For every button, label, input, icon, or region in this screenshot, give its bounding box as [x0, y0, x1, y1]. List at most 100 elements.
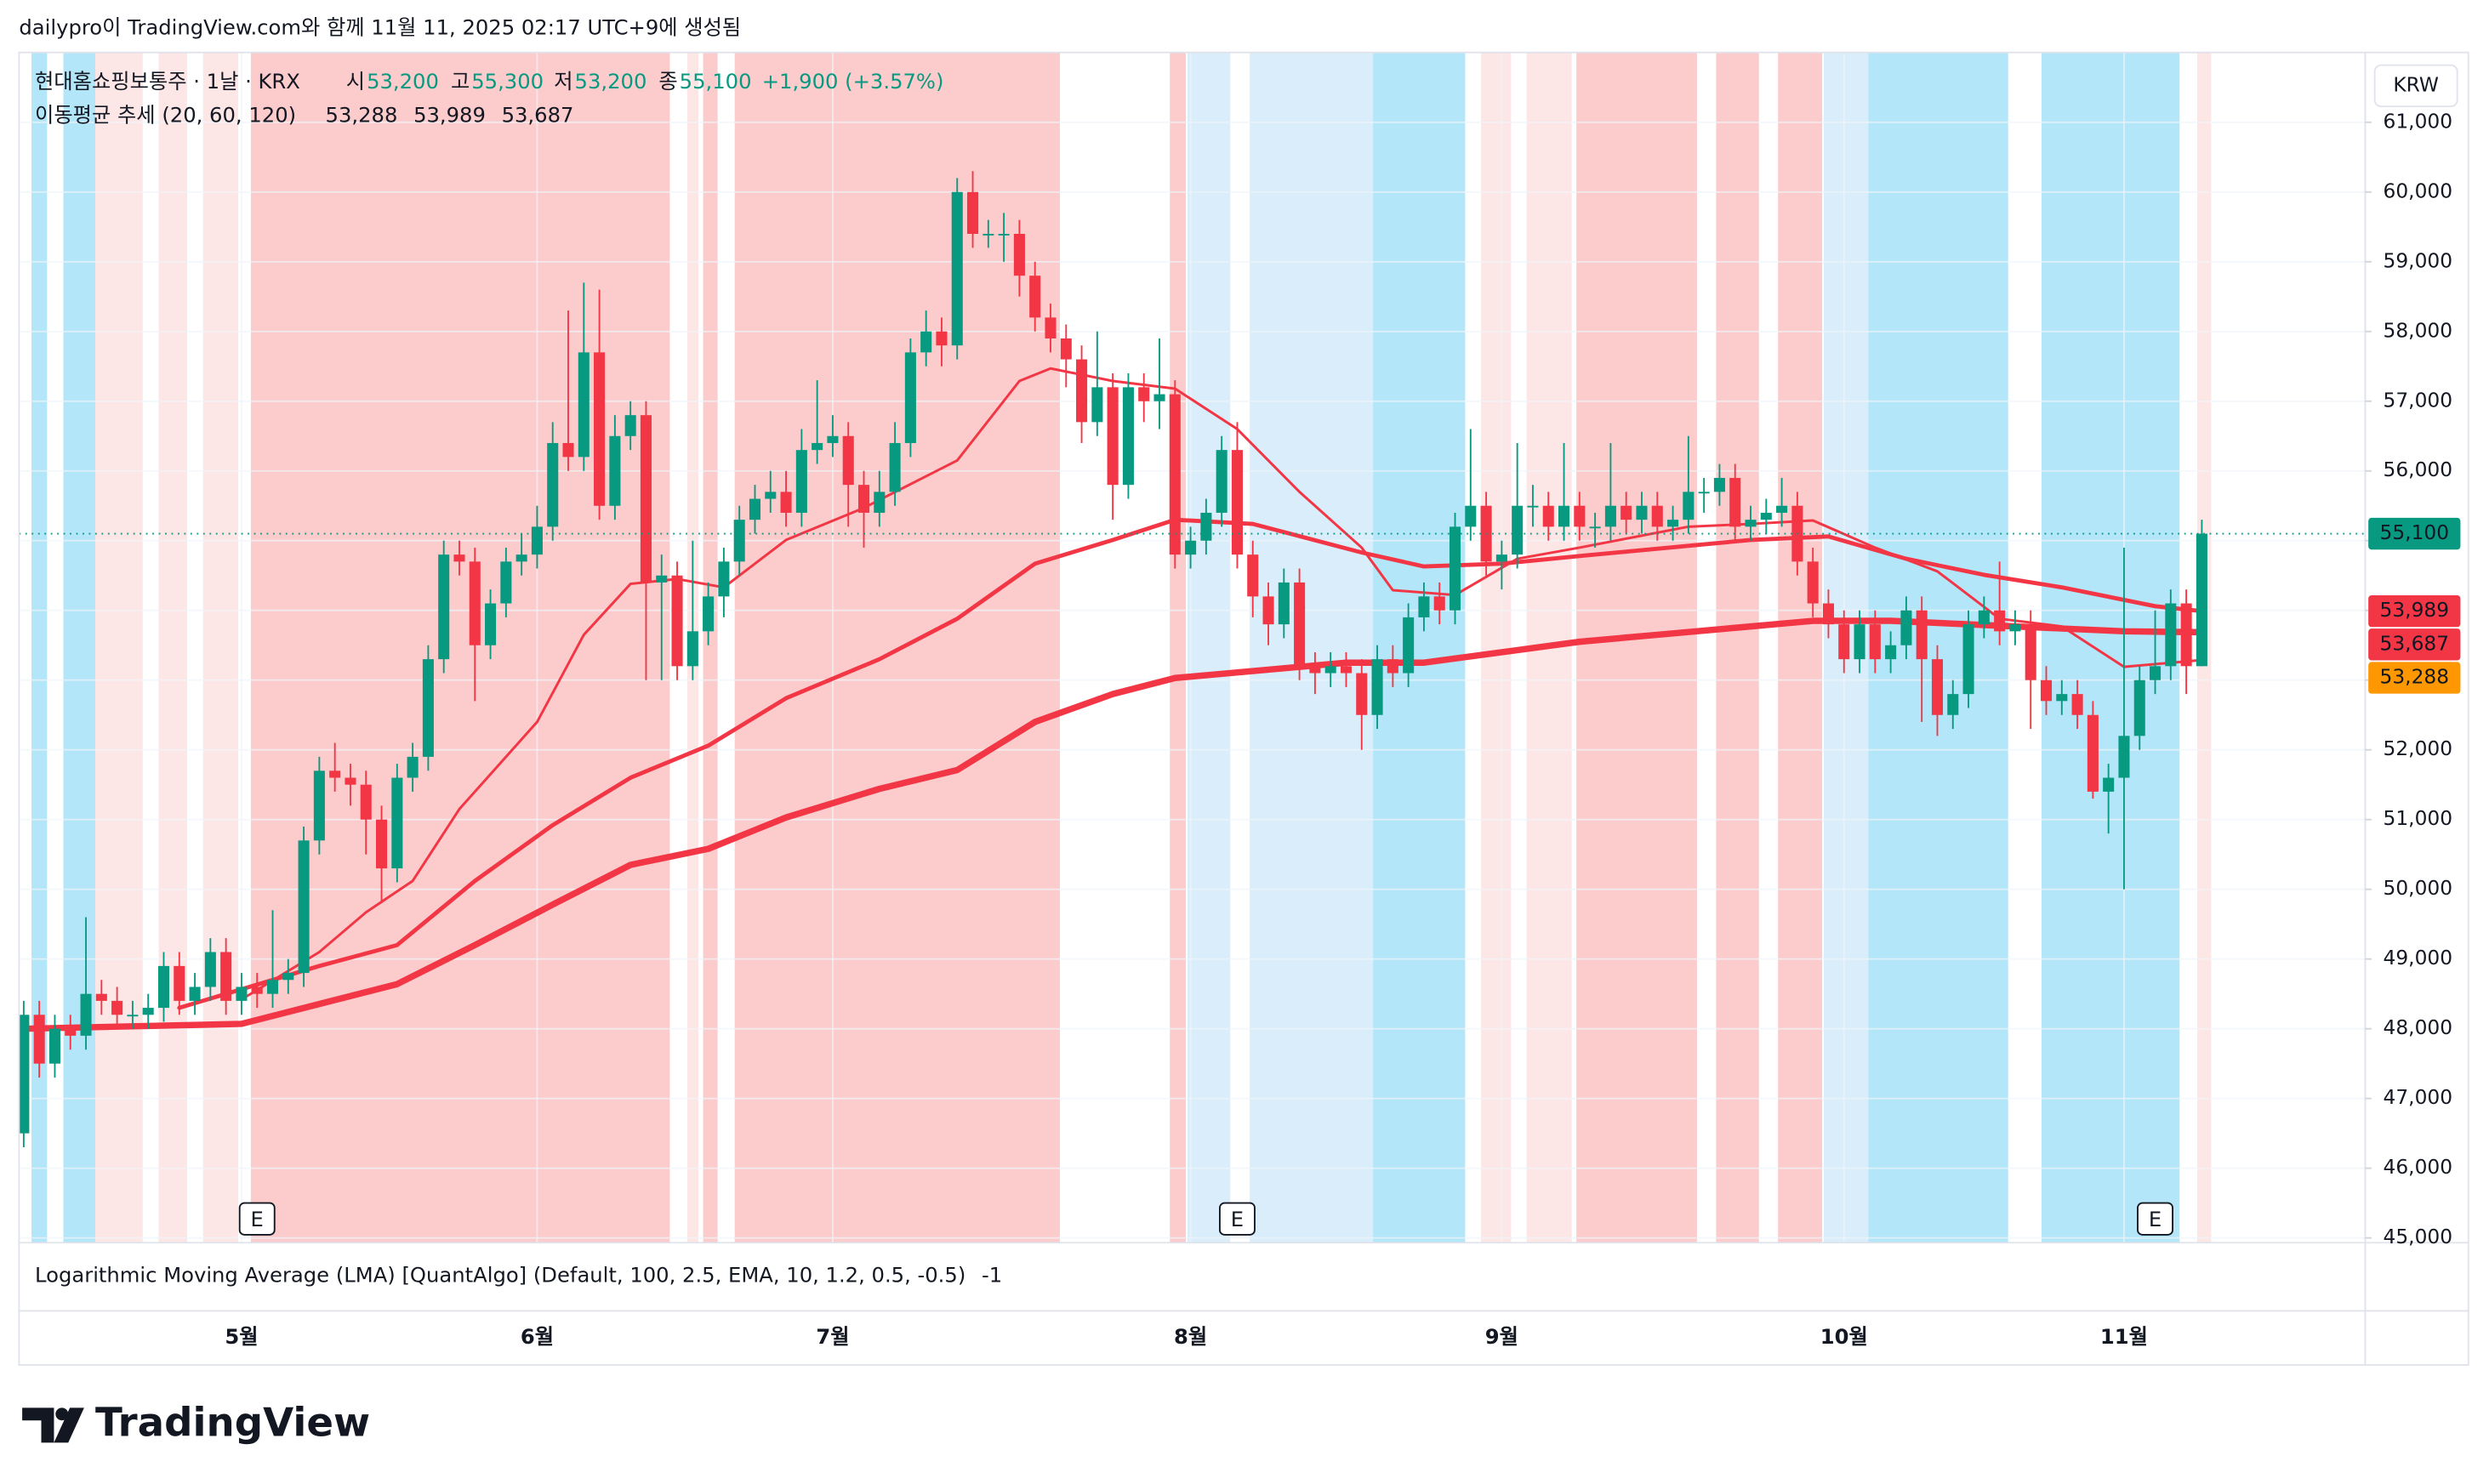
- candle-body: [33, 1015, 45, 1064]
- candle-body: [142, 1008, 154, 1015]
- candle-body: [1247, 554, 1259, 597]
- candle-body: [111, 1000, 123, 1015]
- candle-body: [1558, 505, 1570, 527]
- candle-body: [189, 986, 201, 1001]
- candle-body: [1185, 540, 1197, 555]
- candle-body: [609, 435, 621, 506]
- price-tag-label: 53,687: [2380, 632, 2450, 655]
- legend-value: 53,200: [367, 69, 439, 94]
- y-tick-label: 46,000: [2384, 1156, 2453, 1179]
- symbol-title: 현대홈쇼핑보통주 · 1날 · KRX: [35, 69, 300, 94]
- candle-body: [2009, 624, 2021, 632]
- candle-body: [733, 520, 745, 562]
- x-tick-label: 5월: [225, 1324, 258, 1349]
- candle-body: [1994, 610, 2006, 632]
- candle-body: [1574, 505, 1586, 527]
- trend-zone: [1170, 52, 1187, 1243]
- candle-body: [1667, 520, 1679, 527]
- candle-body: [1387, 659, 1398, 674]
- candle-body: [95, 993, 107, 1001]
- x-tick-label: 8월: [1174, 1324, 1207, 1349]
- candle-body: [1138, 387, 1150, 401]
- candle-body: [812, 442, 823, 451]
- candle-body: [936, 331, 948, 346]
- candle-body: [749, 498, 761, 520]
- candle-body: [2165, 603, 2177, 667]
- price-tag: [2368, 662, 2461, 694]
- candle-body: [220, 952, 232, 1001]
- price-tag: [2368, 517, 2461, 550]
- candle-body: [1916, 610, 1928, 660]
- candle-body: [438, 554, 450, 660]
- candle-body: [2118, 736, 2130, 778]
- candle-body: [1433, 596, 1445, 611]
- candle-body: [1371, 659, 1383, 715]
- candle-body: [827, 435, 839, 443]
- candle-body: [1076, 359, 1088, 423]
- trend-zone: [703, 52, 718, 1243]
- candle-body: [1947, 694, 1959, 715]
- candle-body: [703, 596, 715, 632]
- candle-body: [1854, 624, 1865, 660]
- candle-body: [345, 777, 356, 785]
- trend-zone: [1481, 52, 1512, 1243]
- plot-area: [19, 52, 2366, 1243]
- candle-body: [19, 1015, 30, 1134]
- candle-body: [1060, 338, 1072, 360]
- y-tick-label: 47,000: [2384, 1086, 2453, 1109]
- legend-value: 55,100: [680, 69, 752, 94]
- frame: [18, 51, 2469, 1366]
- indicator-title: Logarithmic Moving Average (LMA) [QuantA…: [35, 1262, 965, 1287]
- candle-body: [1729, 477, 1741, 527]
- candle-body: [640, 415, 652, 583]
- indicator-value: -1: [982, 1262, 1002, 1287]
- candle-body: [1698, 492, 1710, 494]
- currency: KRW: [2393, 73, 2439, 96]
- candle-body: [1512, 505, 1524, 555]
- candle-body: [1294, 582, 1306, 667]
- candle-body: [376, 819, 388, 869]
- trend-zone: [95, 52, 143, 1243]
- candle-body: [1495, 554, 1507, 562]
- candle-body: [998, 233, 1010, 236]
- legend-key: 고: [451, 69, 470, 94]
- candle-body: [2040, 679, 2053, 702]
- price-tag: [2368, 628, 2461, 661]
- candle-body: [594, 352, 606, 506]
- y-tick-label: 50,000: [2384, 877, 2453, 900]
- candle-body: [313, 770, 325, 841]
- candle-body: [391, 777, 403, 869]
- candle-body: [1231, 450, 1243, 555]
- candle-body: [127, 1015, 139, 1017]
- candle-body: [422, 659, 434, 757]
- caption: dailypro이 TradingView.com와 함께 11월 11, 20…: [19, 15, 741, 40]
- legend-value: 53,200: [575, 69, 647, 94]
- brand: TradingView: [95, 1400, 370, 1446]
- earnings-label: E: [251, 1207, 264, 1231]
- candle-body: [562, 442, 574, 458]
- currency-box[interactable]: [2373, 64, 2458, 108]
- candle-body: [547, 442, 559, 527]
- candle-body: [904, 352, 916, 443]
- trend-zone: [2042, 52, 2180, 1243]
- candle-body: [2196, 533, 2207, 667]
- candle-body: [1169, 394, 1181, 555]
- candle-body: [48, 1028, 60, 1064]
- trend-zone: [158, 52, 187, 1243]
- candle-body: [842, 435, 854, 486]
- candle-body: [656, 575, 668, 583]
- trend-zone: [63, 52, 96, 1243]
- x-tick-label: 6월: [521, 1324, 554, 1349]
- candle-body: [1713, 477, 1725, 492]
- candle-body: [1807, 561, 1819, 604]
- candle-body: [2180, 603, 2192, 667]
- brand-logo: [22, 1407, 84, 1443]
- candle-body: [485, 603, 497, 645]
- trend-zone: [31, 52, 48, 1243]
- y-tick-label: 59,000: [2384, 249, 2453, 272]
- candle-body: [80, 993, 92, 1036]
- candle-body: [1418, 596, 1430, 617]
- candle-body: [1651, 505, 1663, 527]
- candle-body: [1356, 673, 1368, 715]
